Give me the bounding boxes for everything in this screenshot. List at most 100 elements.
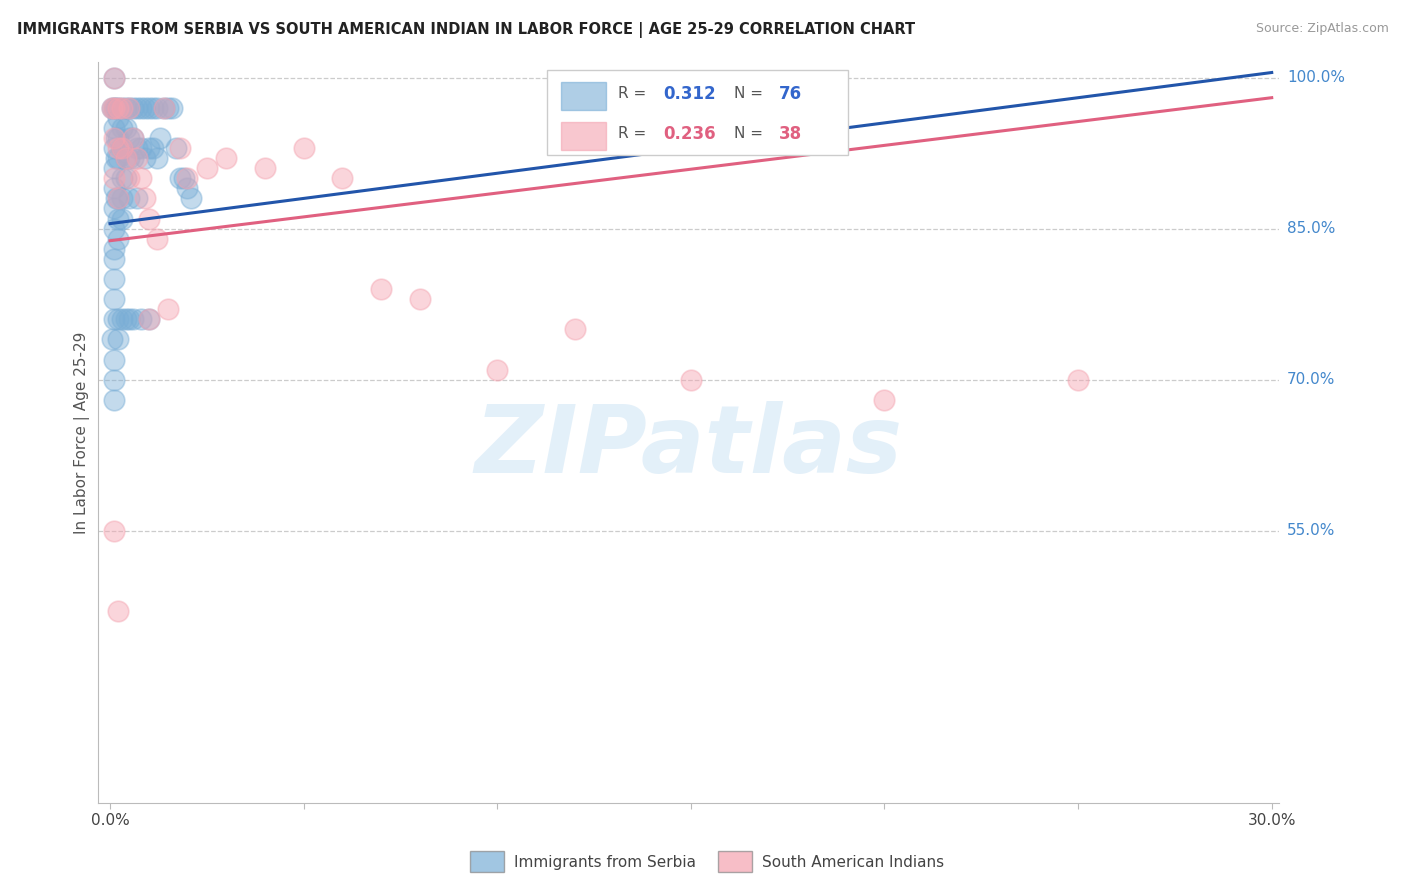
FancyBboxPatch shape xyxy=(547,70,848,155)
Point xyxy=(153,101,176,115)
Point xyxy=(145,101,167,115)
Point xyxy=(107,131,129,145)
Point xyxy=(107,211,129,226)
Point xyxy=(127,191,149,205)
Point xyxy=(114,151,136,165)
Point xyxy=(103,202,125,216)
Point xyxy=(103,70,125,85)
Point xyxy=(107,312,129,326)
Point xyxy=(118,101,141,115)
Point xyxy=(1067,373,1090,387)
Point xyxy=(122,312,145,326)
Point xyxy=(145,151,167,165)
Point xyxy=(149,131,172,145)
Point xyxy=(122,131,145,145)
Point xyxy=(292,141,315,155)
Point xyxy=(103,101,125,115)
Text: Immigrants from Serbia: Immigrants from Serbia xyxy=(515,855,696,870)
Point xyxy=(153,101,176,115)
Point xyxy=(104,101,127,115)
Point xyxy=(176,171,198,186)
Point xyxy=(107,111,129,125)
Text: Source: ZipAtlas.com: Source: ZipAtlas.com xyxy=(1256,22,1389,36)
Point xyxy=(103,272,125,286)
Point xyxy=(564,322,586,336)
Point xyxy=(107,101,129,115)
Point xyxy=(679,373,702,387)
Point xyxy=(107,333,129,347)
Point xyxy=(103,392,125,407)
Point xyxy=(103,242,125,256)
Point xyxy=(103,171,125,186)
Point xyxy=(111,141,134,155)
Point xyxy=(169,171,191,186)
Point xyxy=(114,171,136,186)
Point xyxy=(142,101,165,115)
Y-axis label: In Labor Force | Age 25-29: In Labor Force | Age 25-29 xyxy=(75,332,90,533)
Point xyxy=(103,181,125,195)
Point xyxy=(332,171,354,186)
Point xyxy=(138,312,160,326)
Point xyxy=(127,141,149,155)
Point xyxy=(127,151,149,165)
Point xyxy=(111,211,134,226)
Point xyxy=(118,171,141,186)
Point xyxy=(114,101,136,115)
Text: R =: R = xyxy=(619,126,647,141)
Point xyxy=(103,524,125,538)
Point xyxy=(107,232,129,246)
Point xyxy=(103,120,125,135)
Text: 100.0%: 100.0% xyxy=(1288,70,1346,85)
Point xyxy=(114,120,136,135)
Point xyxy=(486,362,509,376)
Text: N =: N = xyxy=(734,87,763,101)
Text: 70.0%: 70.0% xyxy=(1288,372,1336,387)
Point xyxy=(111,141,134,155)
Text: 55.0%: 55.0% xyxy=(1288,524,1336,539)
Point xyxy=(157,101,180,115)
Point xyxy=(107,191,129,205)
Point xyxy=(103,221,125,235)
Point xyxy=(215,151,238,165)
Text: 76: 76 xyxy=(779,85,801,103)
Text: South American Indians: South American Indians xyxy=(762,855,945,870)
Point xyxy=(142,141,165,155)
Point xyxy=(104,131,127,145)
Point xyxy=(180,191,202,205)
Point xyxy=(103,292,125,306)
Point xyxy=(409,292,432,306)
Point xyxy=(107,101,129,115)
Point xyxy=(138,312,160,326)
Point xyxy=(107,141,129,155)
Point xyxy=(103,373,125,387)
FancyBboxPatch shape xyxy=(718,851,752,871)
Text: 38: 38 xyxy=(779,125,801,143)
Point xyxy=(122,151,145,165)
Point xyxy=(118,101,141,115)
Point xyxy=(103,131,125,145)
Point xyxy=(111,191,134,205)
Point xyxy=(114,312,136,326)
Point xyxy=(129,141,152,155)
Point xyxy=(114,151,136,165)
Point xyxy=(103,252,125,266)
Point xyxy=(134,101,156,115)
Text: 0.236: 0.236 xyxy=(664,125,716,143)
Point xyxy=(101,101,124,115)
Point xyxy=(129,171,152,186)
Point xyxy=(370,282,392,296)
Point xyxy=(107,604,129,618)
Point xyxy=(103,312,125,326)
Point xyxy=(165,141,187,155)
FancyBboxPatch shape xyxy=(471,851,503,871)
Point xyxy=(111,101,134,115)
Point xyxy=(104,191,127,205)
FancyBboxPatch shape xyxy=(561,122,606,150)
Point xyxy=(873,392,896,407)
FancyBboxPatch shape xyxy=(561,82,606,110)
Point xyxy=(103,141,125,155)
Point xyxy=(118,312,141,326)
Point xyxy=(118,191,141,205)
Point xyxy=(138,141,160,155)
Point xyxy=(104,151,127,165)
